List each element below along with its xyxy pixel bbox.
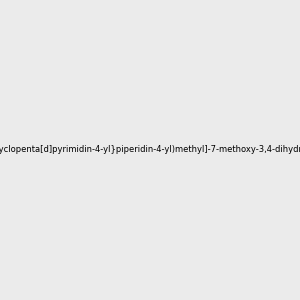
Text: 3-[(1-{5H,6H,7H-cyclopenta[d]pyrimidin-4-yl}piperidin-4-yl)methyl]-7-methoxy-3,4: 3-[(1-{5H,6H,7H-cyclopenta[d]pyrimidin-4… bbox=[0, 146, 300, 154]
